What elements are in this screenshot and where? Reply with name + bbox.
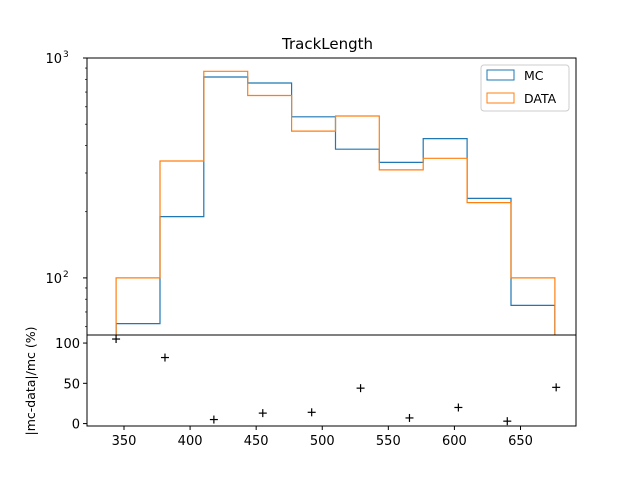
ratio-y-tick-label: 100 [55,337,80,352]
ratio-x-axis: 350 400 450 500 550 600 650 [112,426,533,449]
y-tick-label: 10 [45,272,62,287]
y-tick-label: 10 [45,52,62,67]
data-point [209,415,218,424]
ratio-points [112,335,561,426]
data-point [405,413,414,422]
ratio-axes-frame [86,334,577,427]
ratio-y-axis: 0 50 100 [55,337,87,433]
y-tick-label-exponent: 2 [63,270,69,280]
ratio-panel: 0 50 100 350 400 450 500 550 600 650 |mc-data|/m… [23,326,577,449]
x-tick-label: 400 [178,434,203,449]
data-point [454,403,463,412]
data-point [503,417,512,426]
data-point [112,335,121,344]
data-point [258,409,267,418]
x-tick-label: 450 [244,434,269,449]
legend-swatch-mc [486,69,515,81]
legend-swatch-data [486,92,515,104]
data-point [307,408,316,417]
x-tick-label: 550 [376,434,401,449]
chart-title: TrackLength [281,35,373,53]
x-tick-label: 650 [508,434,533,449]
y-tick-label-exponent: 3 [63,50,69,60]
ratio-y-axis-label: |mc-data|/mc (%) [23,326,38,435]
data-point [552,383,561,392]
x-tick-label: 350 [112,434,137,449]
legend-label-mc: MC [524,68,544,83]
x-tick-label: 500 [310,434,335,449]
histogram-step-line-mc [115,76,556,335]
legend: MC DATA [480,64,570,112]
x-tick-label: 600 [442,434,467,449]
legend-frame [480,64,570,112]
data-point [160,353,169,362]
histogram-step-line-data [115,70,556,335]
ratio-y-tick-label: 0 [72,418,80,433]
data-point [356,384,365,393]
legend-label-data: DATA [524,91,557,106]
histogram-series [115,70,556,335]
ratio-y-tick-label: 50 [63,377,80,392]
histogram-series-data [115,70,556,335]
histogram-series-mc [115,76,556,335]
